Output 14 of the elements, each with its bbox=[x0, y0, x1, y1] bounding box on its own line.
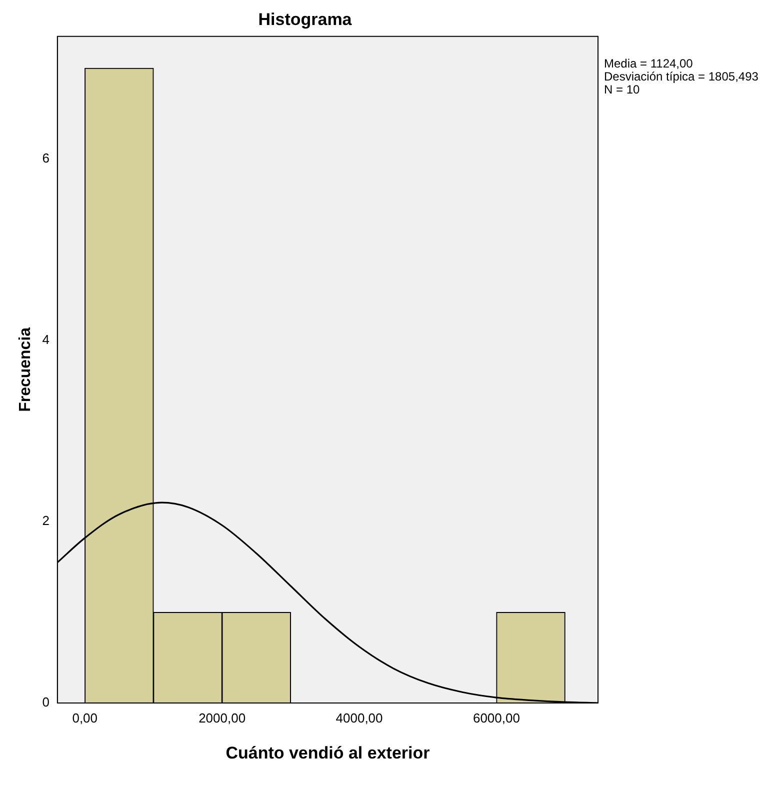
x-tick-label: 6000,00 bbox=[472, 710, 520, 726]
y-tick-label: 6 bbox=[42, 150, 50, 166]
text: Media = 1124,00 bbox=[604, 56, 694, 71]
y-tick-label: 4 bbox=[42, 332, 50, 347]
x-tick-label: 0,00 bbox=[72, 710, 98, 726]
text: Desviación típica = 1805,493 bbox=[604, 70, 759, 84]
x-tick-label: 4000,00 bbox=[336, 710, 383, 726]
y-axis-title: Frecuencia bbox=[17, 327, 34, 412]
y-tick-label: 0 bbox=[42, 694, 50, 710]
y-tick-label: 2 bbox=[42, 513, 50, 528]
chart-title: Histograma bbox=[258, 10, 352, 29]
x-tick-label: 2000,00 bbox=[198, 710, 246, 726]
x-axis-title: Cuánto vendió al exterior bbox=[226, 743, 430, 762]
text: N = 10 bbox=[604, 82, 640, 97]
